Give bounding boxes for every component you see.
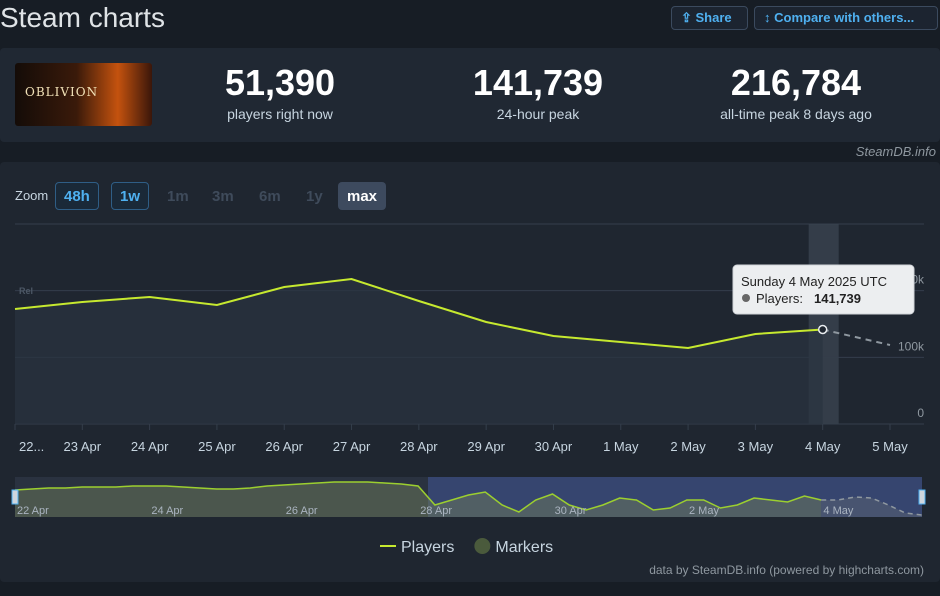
stat: 51,390 players right now [160,62,400,124]
legend-label: Players [401,539,454,556]
page-title: Steam charts [0,2,165,33]
navigator-label: 30 Apr [555,505,587,517]
navigator-label: 2 May [689,505,719,517]
game-logo: OBLIVION [15,63,152,126]
series-area [15,279,823,424]
navigator-line [14,481,822,513]
x-tick-label: 1 May [603,439,639,454]
y-tick-label: 0 [917,406,924,420]
series-line [822,328,891,346]
source: SteamDB.info [855,144,936,159]
x-tick-label: 22... [19,439,44,454]
game-logo-text: OBLIVION [25,85,99,99]
navigator-handle[interactable] [11,489,19,505]
zoom-button[interactable]: 1m [158,182,198,210]
compare-label: Compare with others... [774,10,915,25]
x-tick-label: 26 Apr [265,439,303,454]
compare-button[interactable]: ↕ Compare with others... [754,6,938,30]
navigator-label: 26 Apr [286,505,318,517]
tooltip-value: 141,739 [814,291,861,306]
navigator-label: 22 Apr [17,505,49,517]
zoom-button[interactable]: 48h [55,182,99,210]
stat-label: 24-hour peak [496,106,580,122]
legend-label: Markers [495,539,553,556]
stat: 216,784 all-time peak 8 days ago [676,62,916,124]
tooltip-dot [742,294,750,302]
share-button[interactable]: ⇪ Share [671,6,748,30]
navigator-area [15,482,822,517]
x-tick-label: 29 Apr [467,439,505,454]
stat-label: all-time peak 8 days ago [720,106,872,122]
legend-item[interactable]: Players [380,539,454,556]
stat-value: 216,784 [730,62,862,103]
x-tick-label: 23 Apr [64,439,102,454]
stat-value: 51,390 [224,62,336,103]
zoom-button[interactable]: max [338,182,387,210]
x-tick-label: 5 May [872,439,908,454]
stats-panel [0,48,940,142]
x-tick-label: 25 Apr [198,439,236,454]
annotation: Rel [19,286,33,296]
credit: data by SteamDB.info (powered by highcha… [649,563,924,577]
navigator-handle[interactable] [918,489,926,505]
navigator-area [821,497,922,517]
navigator-label: 24 Apr [151,505,183,517]
stat-value: 141,739 [472,62,604,103]
x-tick-label: 24 Apr [131,439,169,454]
stat: 141,739 24-hour peak [418,62,658,124]
x-tick-label: 4 May [805,439,841,454]
series-line [14,277,823,350]
zoom-button[interactable]: 1w [111,182,150,210]
navigator-label: 4 May [823,505,853,517]
legend-symbol [474,538,491,554]
zoom-button[interactable]: 1y [297,182,332,210]
x-tick-label: 3 May [738,439,774,454]
x-tick-label: 30 Apr [535,439,573,454]
hover-point [817,324,828,335]
x-tick-label: 28 Apr [400,439,438,454]
tooltip-box [732,264,915,315]
zoom-button[interactable]: 3m [203,182,243,210]
tooltip-label: Players: [756,291,803,306]
y-tick-label: 100k [898,339,925,353]
stat-label: players right now [227,106,333,122]
share-label: Share [695,10,732,25]
navigator-label: 28 Apr [420,505,452,517]
zoom-button[interactable]: 6m [250,182,290,210]
tooltip-title: Sunday 4 May 2025 UTC [741,274,887,289]
legend-item[interactable]: Markers [474,538,553,556]
x-tick-label: 27 Apr [333,439,371,454]
zoom-label: Zoom [15,188,49,203]
x-tick-label: 2 May [670,439,706,454]
tooltip: Sunday 4 May 2025 UTC Players: 141,739 [732,264,915,315]
